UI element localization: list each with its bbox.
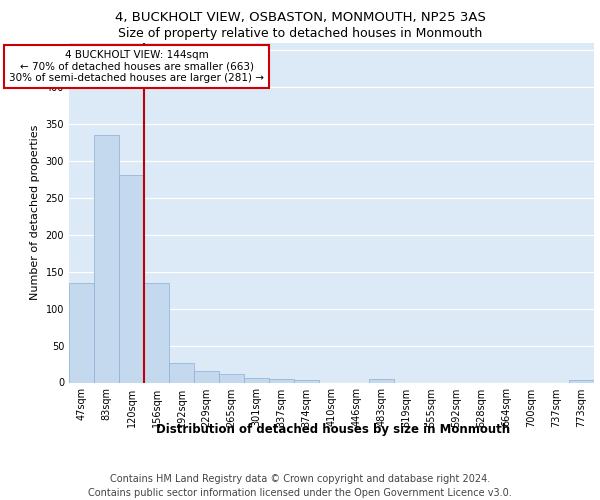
- Bar: [569, 380, 594, 382]
- Bar: [369, 379, 394, 382]
- Text: 4, BUCKHOLT VIEW, OSBASTON, MONMOUTH, NP25 3AS: 4, BUCKHOLT VIEW, OSBASTON, MONMOUTH, NP…: [115, 11, 485, 24]
- Bar: [69, 284, 94, 382]
- Bar: [269, 379, 294, 382]
- Bar: [119, 175, 144, 382]
- Bar: [194, 372, 219, 382]
- Bar: [219, 374, 244, 382]
- Text: 4 BUCKHOLT VIEW: 144sqm
← 70% of detached houses are smaller (663)
30% of semi-d: 4 BUCKHOLT VIEW: 144sqm ← 70% of detache…: [9, 50, 264, 83]
- Bar: [169, 362, 194, 382]
- Y-axis label: Number of detached properties: Number of detached properties: [30, 125, 40, 300]
- Bar: [144, 284, 169, 382]
- Text: Size of property relative to detached houses in Monmouth: Size of property relative to detached ho…: [118, 28, 482, 40]
- Bar: [94, 135, 119, 382]
- Text: Contains HM Land Registry data © Crown copyright and database right 2024.
Contai: Contains HM Land Registry data © Crown c…: [88, 474, 512, 498]
- Bar: [244, 378, 269, 382]
- Bar: [294, 380, 319, 382]
- Text: Distribution of detached houses by size in Monmouth: Distribution of detached houses by size …: [156, 422, 510, 436]
